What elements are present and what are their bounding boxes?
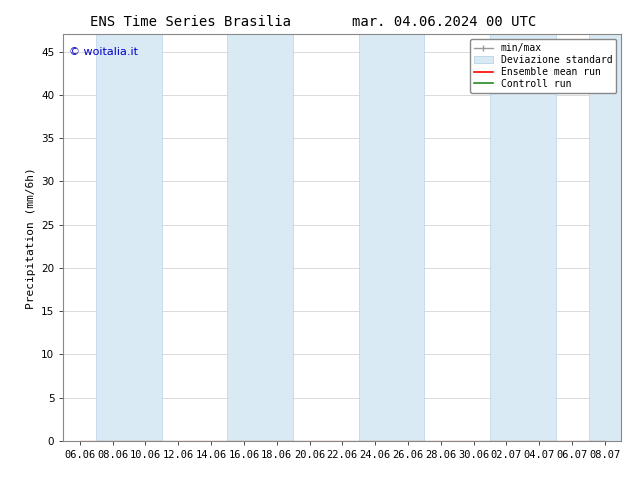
Bar bbox=[490, 34, 555, 441]
Y-axis label: Precipitation (mm/6h): Precipitation (mm/6h) bbox=[25, 167, 36, 309]
Text: mar. 04.06.2024 00 UTC: mar. 04.06.2024 00 UTC bbox=[352, 15, 536, 29]
Bar bbox=[588, 34, 621, 441]
Legend: min/max, Deviazione standard, Ensemble mean run, Controll run: min/max, Deviazione standard, Ensemble m… bbox=[470, 39, 616, 93]
Bar bbox=[228, 34, 293, 441]
Text: © woitalia.it: © woitalia.it bbox=[69, 47, 138, 56]
Bar bbox=[96, 34, 162, 441]
Text: ENS Time Series Brasilia: ENS Time Series Brasilia bbox=[89, 15, 291, 29]
Bar bbox=[359, 34, 424, 441]
